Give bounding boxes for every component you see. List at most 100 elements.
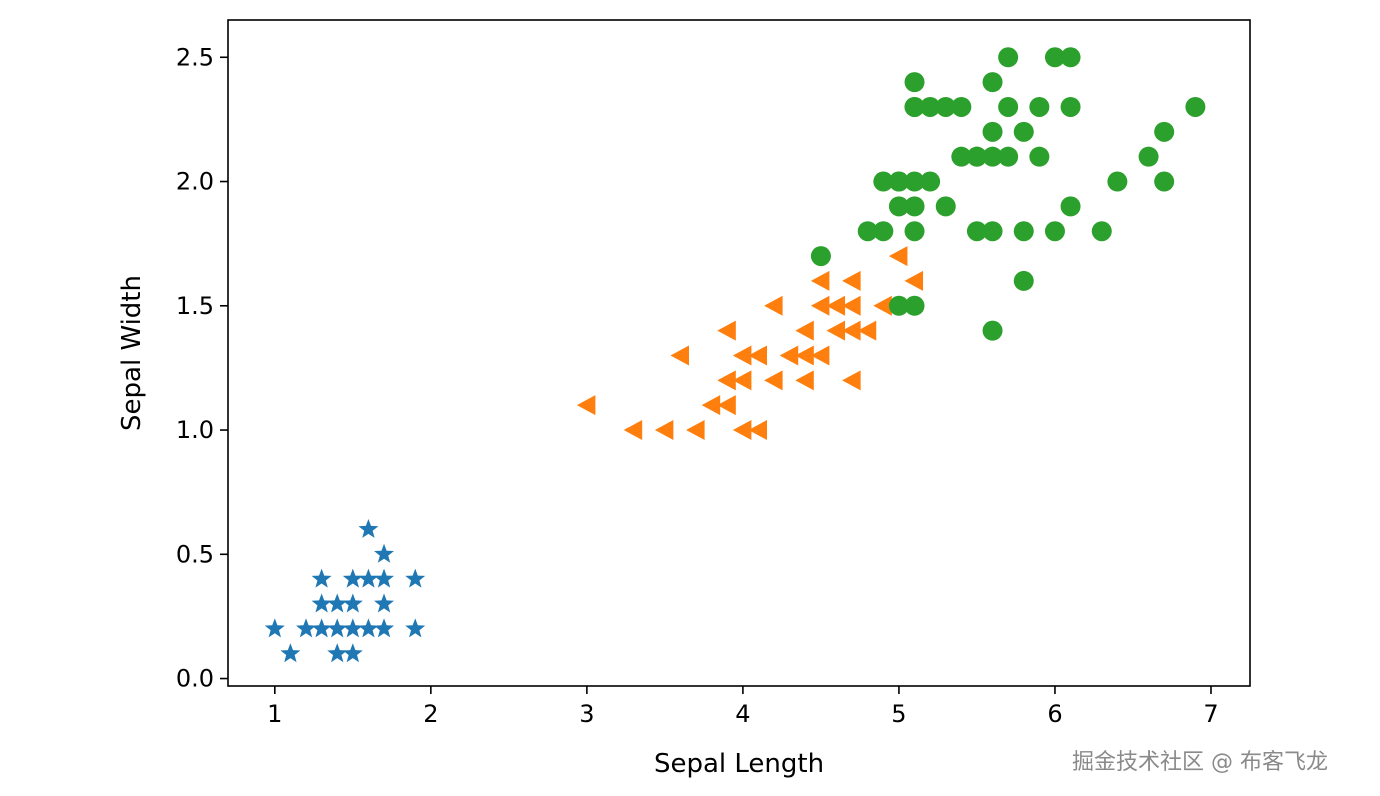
data-points xyxy=(264,47,1206,663)
data-point xyxy=(280,643,301,663)
data-point xyxy=(1013,221,1034,242)
data-point xyxy=(374,543,395,563)
data-point xyxy=(1138,146,1159,167)
x-tick-label: 6 xyxy=(1047,700,1062,728)
y-tick-label: 2.5 xyxy=(176,43,214,71)
x-tick-label: 1 xyxy=(267,700,282,728)
data-point xyxy=(654,420,674,441)
data-point xyxy=(888,171,909,192)
data-point xyxy=(1029,96,1050,117)
data-point xyxy=(732,370,752,391)
x-tick-label: 5 xyxy=(891,700,906,728)
data-point xyxy=(311,593,332,613)
y-tick-label: 1.0 xyxy=(176,416,214,444)
series-star xyxy=(264,518,426,663)
y-axis-label: Sepal Width xyxy=(117,275,147,431)
data-point xyxy=(935,96,956,117)
data-point xyxy=(904,221,925,242)
data-point xyxy=(998,146,1019,167)
data-point xyxy=(920,96,941,117)
data-point xyxy=(748,345,768,366)
data-point xyxy=(374,568,395,588)
x-axis-ticks: 1 2 3 4 5 6 7 xyxy=(267,686,1219,728)
data-point xyxy=(857,320,877,341)
data-point xyxy=(686,420,705,441)
data-point xyxy=(327,593,348,613)
data-point xyxy=(623,420,643,441)
data-point xyxy=(888,196,909,217)
data-point xyxy=(842,295,861,316)
x-tick-label: 2 xyxy=(423,700,438,728)
data-point xyxy=(1091,221,1112,242)
data-point xyxy=(857,221,878,242)
data-point xyxy=(810,246,831,267)
data-point xyxy=(1013,270,1034,291)
x-tick-label: 7 xyxy=(1203,700,1218,728)
data-point xyxy=(717,370,736,391)
data-point xyxy=(873,171,894,192)
data-point xyxy=(779,345,799,366)
data-point xyxy=(701,395,721,416)
data-point xyxy=(717,395,736,416)
data-point xyxy=(842,370,861,391)
data-point xyxy=(810,345,830,366)
data-point xyxy=(1154,171,1175,192)
data-point xyxy=(826,295,846,316)
series-circle xyxy=(810,47,1206,341)
data-point xyxy=(1013,121,1034,142)
data-point xyxy=(670,345,689,366)
data-point xyxy=(405,568,426,588)
y-tick-label: 0.0 xyxy=(176,665,214,693)
data-point xyxy=(982,146,1003,167)
data-point xyxy=(311,618,332,638)
data-point xyxy=(795,320,814,341)
data-point xyxy=(873,295,892,316)
data-point xyxy=(966,221,987,242)
watermark: 掘金技术社区 @ 布客飞龙 xyxy=(1072,750,1328,775)
data-point xyxy=(358,618,379,638)
data-point xyxy=(795,370,814,391)
data-point xyxy=(358,568,379,588)
data-point xyxy=(998,47,1019,68)
data-point xyxy=(264,618,285,638)
data-point xyxy=(810,270,830,291)
y-tick-label: 2.0 xyxy=(176,168,214,196)
data-point xyxy=(1044,221,1065,242)
data-point xyxy=(327,643,348,663)
data-point xyxy=(826,320,846,341)
data-point xyxy=(1044,47,1065,68)
data-point xyxy=(342,568,363,588)
data-point xyxy=(998,96,1019,117)
data-point xyxy=(842,320,861,341)
data-point xyxy=(342,643,363,663)
x-tick-label: 4 xyxy=(735,700,750,728)
data-point xyxy=(982,221,1003,242)
data-point xyxy=(904,96,925,117)
data-point xyxy=(1029,146,1050,167)
data-point xyxy=(982,320,1003,341)
data-point xyxy=(764,295,783,316)
data-point xyxy=(873,221,894,242)
data-point xyxy=(374,618,395,638)
data-point xyxy=(920,171,941,192)
data-point xyxy=(405,618,426,638)
data-point xyxy=(732,345,752,366)
data-point xyxy=(904,270,924,291)
series-triangle-left xyxy=(576,246,924,441)
data-point xyxy=(842,270,861,291)
y-tick-label: 1.5 xyxy=(176,292,214,320)
y-tick-label: 0.5 xyxy=(176,540,214,568)
data-point xyxy=(951,96,972,117)
data-point xyxy=(748,420,768,441)
data-point xyxy=(764,370,783,391)
data-point xyxy=(888,246,908,267)
data-point xyxy=(1060,96,1081,117)
data-point xyxy=(1060,47,1081,68)
data-point xyxy=(904,196,925,217)
data-point xyxy=(904,72,925,93)
data-point xyxy=(1185,96,1206,117)
y-axis-ticks: 0.0 0.5 1.0 1.5 2.0 2.5 xyxy=(176,43,228,693)
data-point xyxy=(717,320,736,341)
data-point xyxy=(296,618,316,638)
